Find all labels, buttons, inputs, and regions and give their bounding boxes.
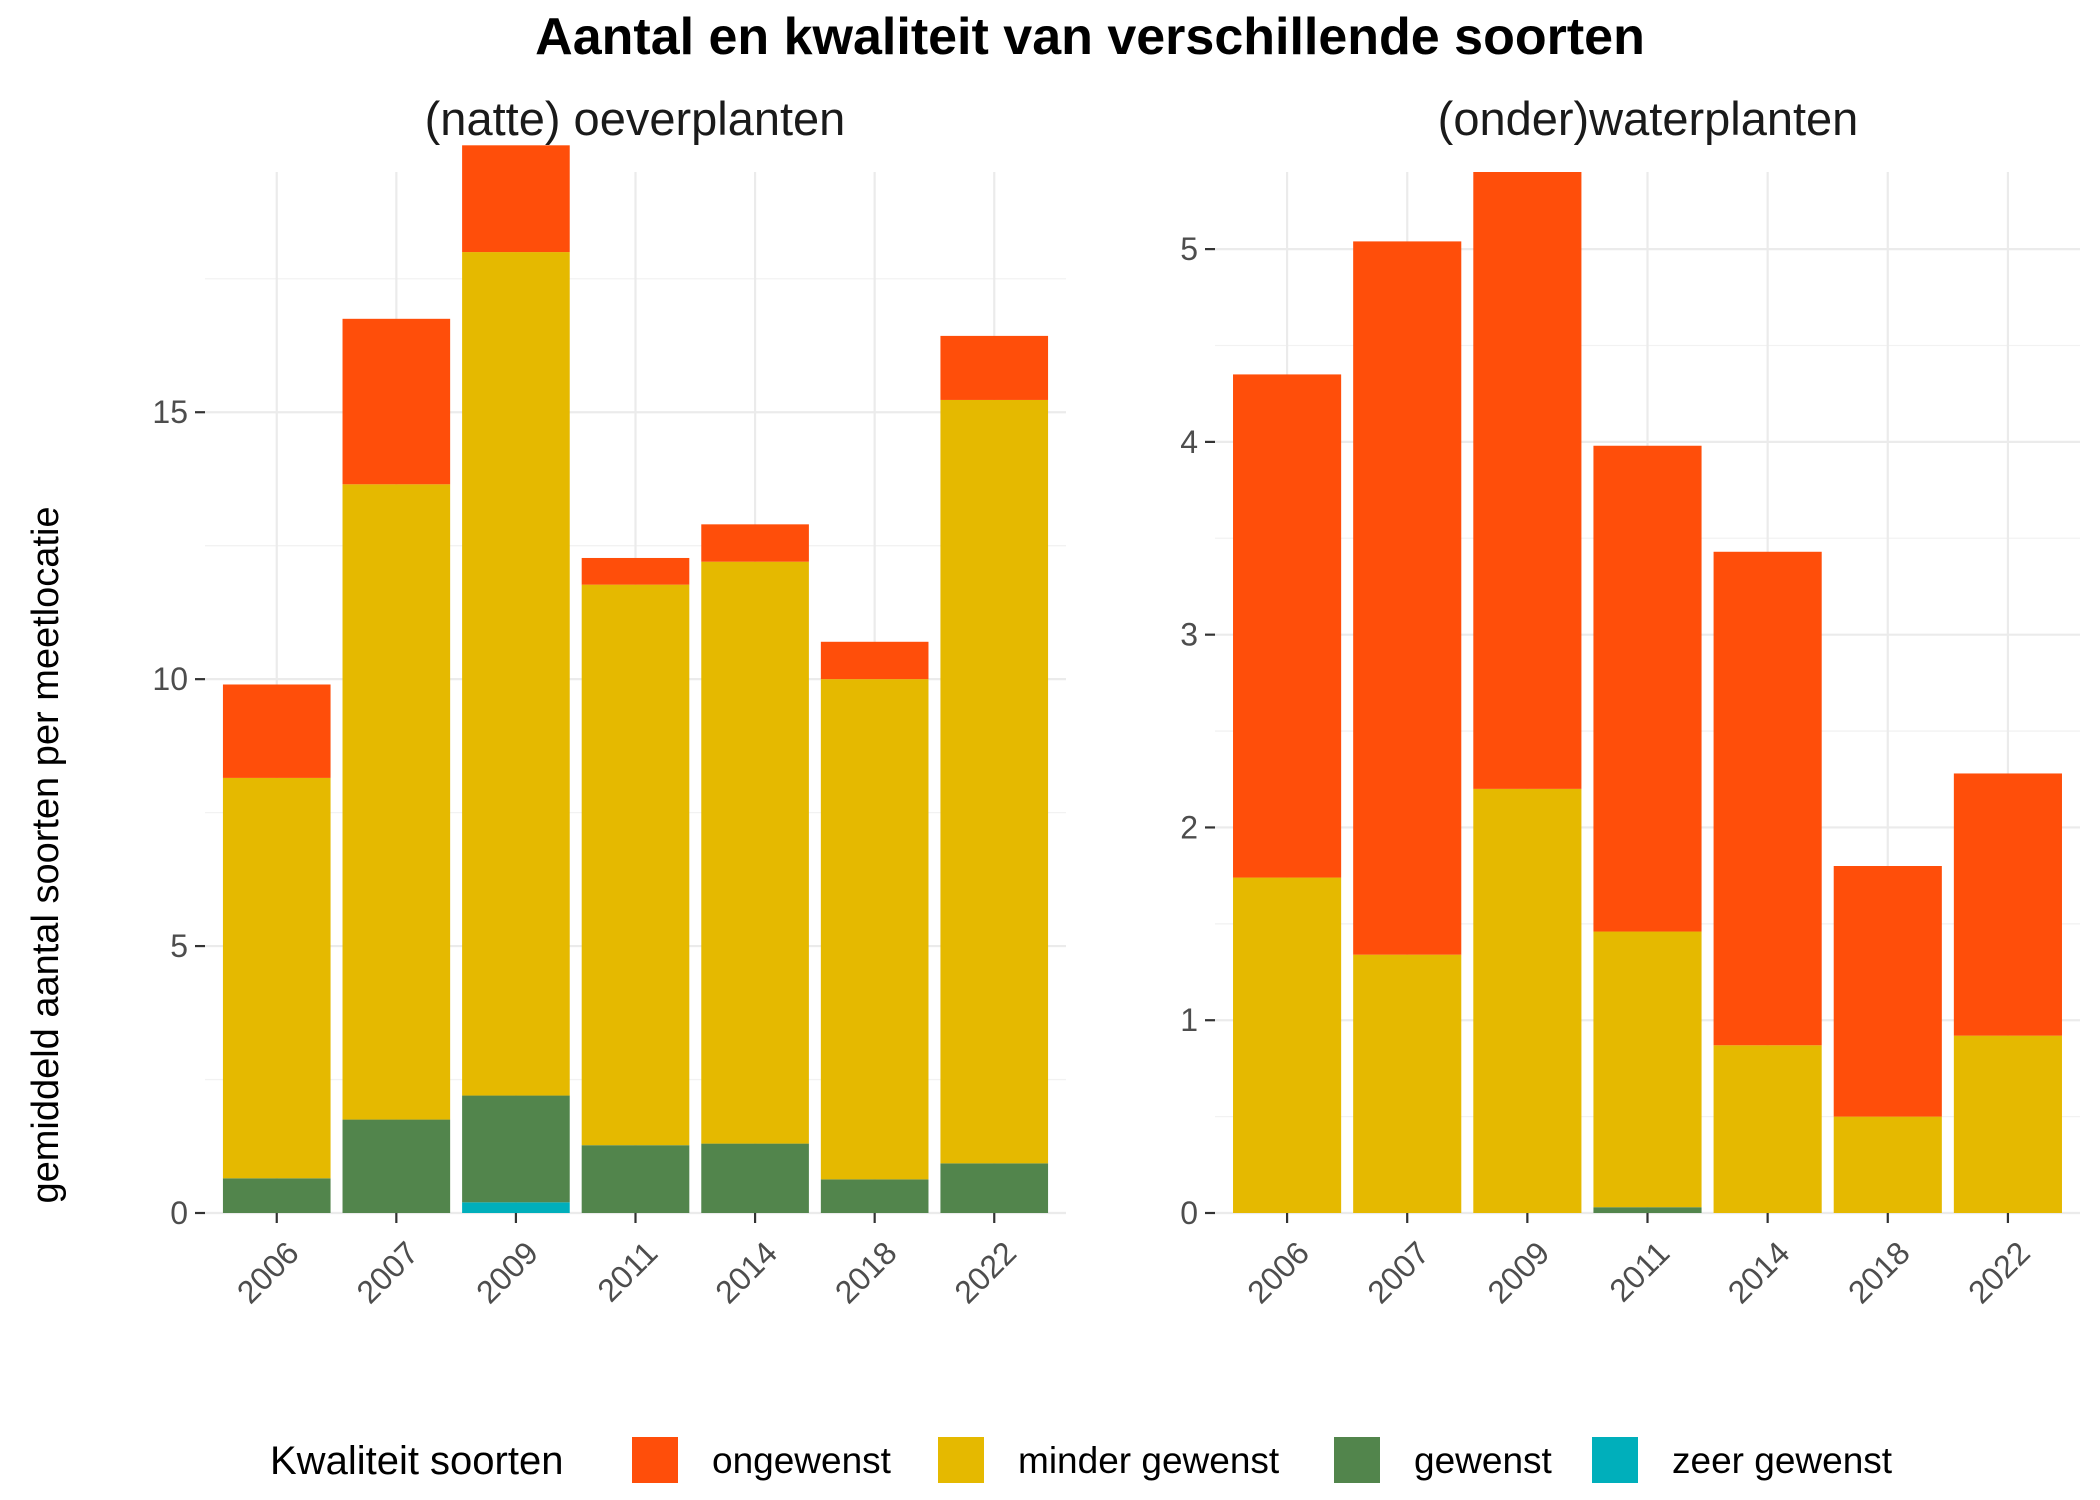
bar-2014-ongewenst (1713, 551, 1822, 1046)
bar-2011-minder-gewenst (1593, 931, 1702, 1208)
legend-key-zeer-gewenst (1592, 1437, 1638, 1483)
bar-2009-gewenst (462, 1095, 570, 1203)
bar-2007-gewenst (342, 1119, 451, 1213)
y-tick-label: 0 (170, 1195, 188, 1231)
bar-2007-ongewenst (1353, 241, 1462, 955)
bar-2014-ongewenst (701, 524, 809, 562)
bar-2018-ongewenst (1833, 866, 1942, 1117)
x-tick-label: 2007 (1360, 1234, 1436, 1310)
x-tick-label: 2006 (1240, 1234, 1316, 1310)
bar-2006-ongewenst (222, 684, 331, 778)
legend-label-minder-gewenst: minder gewenst (1018, 1440, 1280, 1481)
legend-key-minder-gewenst (938, 1437, 984, 1483)
y-tick-label: 5 (170, 928, 188, 964)
x-tick-label: 2014 (1721, 1234, 1797, 1310)
bar-2011-ongewenst (581, 557, 690, 585)
y-tick-label: 0 (1180, 1195, 1198, 1231)
y-tick-label: 2 (1180, 809, 1198, 845)
legend-label-ongewenst: ongewenst (712, 1440, 892, 1481)
x-tick-label: 2011 (1602, 1234, 1676, 1308)
bar-2011-ongewenst (1593, 445, 1702, 932)
y-tick-label: 15 (152, 394, 188, 430)
legend-key-gewenst (1334, 1437, 1380, 1483)
bar-2011-gewenst (581, 1145, 690, 1213)
bar-2022-ongewenst (940, 335, 1049, 400)
x-tick-label: 2022 (1961, 1234, 2037, 1310)
y-axis-label: gemiddeld aantal soorten per meetlocatie (25, 506, 67, 1203)
x-tick-label: 2006 (230, 1234, 306, 1310)
x-tick-label: 2009 (469, 1234, 545, 1310)
bar-2006-gewenst (222, 1178, 331, 1213)
y-tick-label: 10 (152, 661, 188, 697)
legend-label-gewenst: gewenst (1414, 1440, 1553, 1481)
panel-waterplanten: (onder)waterplanten 0 1 2 3 4 5 2006 2007 2009 201… (1180, 92, 2080, 1310)
x-tick-label: 2018 (1841, 1234, 1917, 1310)
legend-label-zeer-gewenst: zeer gewenst (1672, 1440, 1893, 1481)
y-tick-label: 4 (1180, 424, 1198, 460)
bar-2009-zeer-gewenst (462, 1202, 570, 1213)
legend-title: Kwaliteit soorten (270, 1439, 563, 1483)
bar-2009-minder-gewenst (1473, 788, 1582, 1213)
x-tick-label: 2022 (947, 1234, 1023, 1310)
x-tick-label: 2011 (590, 1234, 664, 1308)
x-tick-label: 2018 (828, 1234, 904, 1310)
y-tick-label: 5 (1180, 231, 1198, 267)
bar-2022-gewenst (940, 1163, 1049, 1213)
bar-2018-gewenst (820, 1179, 929, 1213)
bar-2009-ongewenst (462, 145, 570, 253)
bar-2006-ongewenst (1233, 374, 1342, 878)
bar-2014-gewenst (701, 1143, 809, 1213)
bar-2006-minder-gewenst (222, 777, 331, 1179)
bar-2009-ongewenst (1473, 172, 1582, 789)
bar-2022-minder-gewenst (940, 399, 1049, 1164)
y-tick-label: 3 (1180, 617, 1198, 653)
bar-2018-minder-gewenst (820, 679, 929, 1180)
x-tick-label: 2009 (1481, 1234, 1557, 1310)
bar-2009-minder-gewenst (462, 252, 570, 1096)
x-tick-label: 2014 (708, 1234, 784, 1310)
bar-2011-minder-gewenst (581, 584, 690, 1146)
bar-2014-minder-gewenst (1713, 1045, 1822, 1213)
y-tick-label: 1 (1180, 1002, 1198, 1038)
panel-oeverplanten: (natte) oeverplanten 0 5 10 15 2006 2007 2009 20… (152, 92, 1066, 1310)
panel-title-oever: (natte) oeverplanten (425, 92, 846, 145)
bar-2007-minder-gewenst (342, 484, 451, 1120)
legend-key-ongewenst (632, 1437, 678, 1483)
panel-title-water: (onder)waterplanten (1438, 92, 1859, 145)
legend: Kwaliteit soorten ongewenst minder gewens… (270, 1437, 1893, 1483)
bar-2007-ongewenst (342, 318, 451, 485)
bar-2014-minder-gewenst (701, 561, 809, 1144)
bar-2022-ongewenst (1953, 773, 2062, 1036)
bar-2018-ongewenst (820, 641, 929, 680)
x-tick-label: 2007 (349, 1234, 425, 1310)
bar-2006-minder-gewenst (1233, 877, 1342, 1213)
bar-2018-minder-gewenst (1833, 1116, 1942, 1213)
bar-2007-minder-gewenst (1353, 954, 1462, 1213)
chart-title: Aantal en kwaliteit van verschillende so… (535, 8, 1645, 66)
bar-2011-gewenst (1593, 1207, 1702, 1213)
bar-2022-minder-gewenst (1953, 1035, 2062, 1213)
